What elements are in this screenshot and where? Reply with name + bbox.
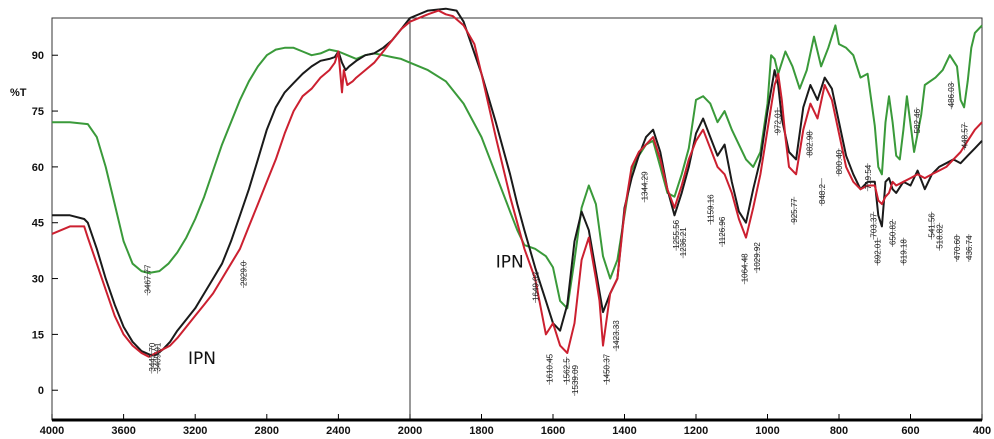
x-tick-label: 1600 [541, 425, 565, 437]
y-tick-label: 15 [32, 329, 44, 341]
peak-label: 1450.37 [602, 353, 611, 382]
y-tick-label: 90 [32, 50, 44, 62]
peak-label: 972.01 [774, 108, 783, 133]
peak-label: 882.98 [805, 131, 814, 156]
x-tick-label: 1400 [612, 425, 636, 437]
peak-label: 1539.09 [571, 364, 580, 393]
x-tick-label: 600 [901, 425, 919, 437]
peak-label: 925.77 [790, 198, 799, 223]
peak-label: 1236.21 [679, 227, 688, 256]
y-tick-label: 60 [32, 162, 44, 174]
peak-label: 1610.45 [545, 353, 554, 382]
peak-label: 1423.33 [612, 320, 621, 349]
peak-label: 650.82 [888, 220, 897, 245]
peak-label: 619.18 [900, 239, 909, 264]
y-tick-label: 45 [32, 218, 44, 230]
peak-label: 470.60 [953, 235, 962, 260]
peak-label: 703.37 [870, 213, 879, 238]
peak-label: 2929.0 [240, 261, 249, 286]
x-tick-label: 800 [830, 425, 848, 437]
peak-label: 692.01 [874, 239, 883, 264]
peak-label: 1344.29 [640, 171, 649, 200]
x-tick-label: 1800 [469, 425, 493, 437]
y-axis-label: %T [10, 87, 27, 99]
peak-label: 436.74 [965, 235, 974, 260]
peak-label: 582.46 [913, 108, 922, 133]
x-tick-label: 3200 [183, 425, 207, 437]
peak-label: 3409.91 [154, 342, 163, 371]
peak-label: 486.03 [947, 82, 956, 107]
series-black-line [52, 9, 982, 355]
peak-label: 719.54 [864, 164, 873, 189]
y-tick-label: 30 [32, 274, 44, 286]
x-tick-label: 1200 [684, 425, 708, 437]
peak-label: 448.57 [961, 123, 970, 148]
annotation-text: IPN [496, 252, 524, 272]
peak-label: 1126.96 [718, 216, 727, 245]
peak-label: 1029.92 [753, 242, 762, 271]
peak-label: 800.40 [835, 149, 844, 174]
x-tick-label: 4000 [40, 425, 64, 437]
annotations: IPN IPN [188, 252, 524, 369]
series-red-line [52, 11, 982, 357]
spectrum-series [52, 9, 982, 357]
y-tick-label: 75 [32, 106, 44, 118]
peak-label: 1064.48 [740, 253, 749, 282]
annotation-text: IPN [188, 349, 216, 369]
peak-label: 518.82 [936, 224, 945, 249]
x-tick-label: 400 [973, 425, 991, 437]
peak-label: 3467.77 [143, 264, 152, 293]
x-tick-label: 3600 [111, 425, 135, 437]
x-tick-label: 1000 [755, 425, 779, 437]
peak-label: 1649.02 [531, 271, 540, 300]
peak-label: 848.2 [818, 184, 827, 205]
x-tick-label: 2000 [398, 425, 422, 437]
x-axis-ticks: 4000 3600 3200 2800 2400 2000 1800 1600 1400 1200… [40, 414, 991, 437]
peak-label: 1159.16 [707, 194, 716, 223]
x-tick-label: 2400 [326, 425, 350, 437]
y-tick-label: 0 [38, 385, 44, 397]
x-tick-label: 2800 [255, 425, 279, 437]
y-axis-ticks: 0 15 30 45 60 75 90 [32, 50, 58, 397]
